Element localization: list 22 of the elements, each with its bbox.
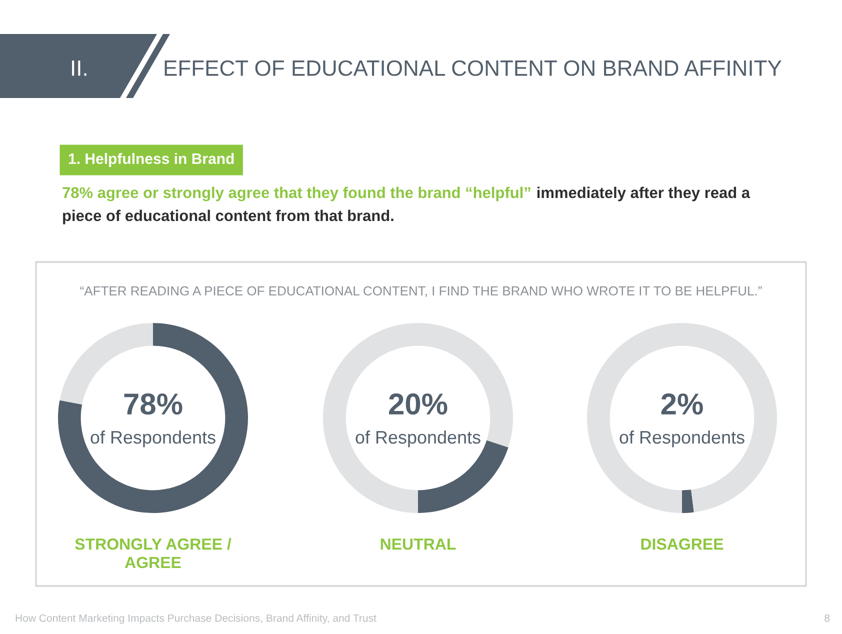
text: of Respondents xyxy=(90,430,216,448)
donut-slice xyxy=(587,323,777,513)
text: piece of educational content from that brand. xyxy=(63,210,394,224)
donut-slice xyxy=(682,490,694,513)
slice-label: NEUTRAL xyxy=(380,538,456,550)
text: 8 xyxy=(824,614,830,622)
donut-slice xyxy=(323,323,513,513)
text: EFFECT OF EDUCATIONAL CONTENT ON BRAND AFFINITY xyxy=(164,60,782,76)
text: 78% agree or strongly agree that they found the brand “helpful” xyxy=(62,186,530,202)
slice-label: STRONGLY AGREE / AGREE xyxy=(75,538,232,568)
text: 20% xyxy=(389,393,448,415)
slice-label: DISAGREE xyxy=(641,538,724,550)
text: “AFTER READING A PIECE OF EDUCATIONAL CONTENT, I FIND THE BRAND WHO WROTE IT TO BE HELPFUL.” xyxy=(80,286,762,298)
donut-slice xyxy=(58,323,248,513)
text: 2% xyxy=(661,393,703,415)
text: How Content Marketing Impacts Purchase Decisions, Brand Affinity, and Trust xyxy=(16,614,376,624)
text: II. xyxy=(72,60,86,76)
text: 1. Helpfulness in Brand xyxy=(68,153,234,167)
text: of Respondents xyxy=(620,430,744,448)
text: of Respondents xyxy=(356,430,480,448)
text: 78% xyxy=(124,393,182,415)
text: immediately after they read a xyxy=(537,186,750,202)
